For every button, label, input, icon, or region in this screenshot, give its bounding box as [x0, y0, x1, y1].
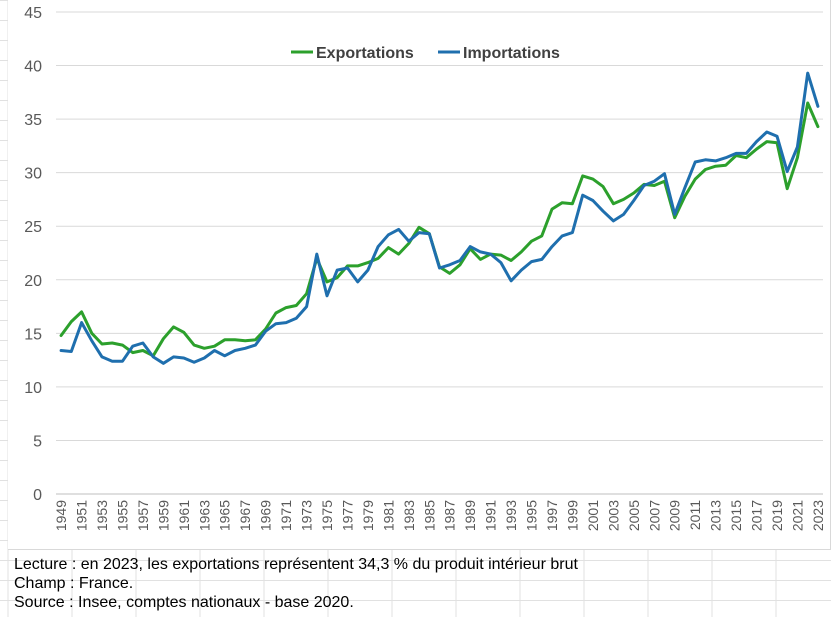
x-tick-label: 2015: [728, 500, 744, 531]
x-tick-label: 2001: [585, 500, 601, 531]
y-tick-label: 10: [24, 380, 42, 397]
y-axis-tick-labels: 0 5 10 15 20 25 30 35 40 45: [24, 5, 42, 504]
x-tick-label: 1983: [401, 500, 417, 531]
note-champ: Champ : France.: [14, 575, 134, 592]
x-tick-label: 1991: [483, 500, 499, 531]
x-tick-label: 1987: [442, 500, 458, 531]
x-tick-label: 1963: [196, 500, 212, 531]
x-axis-tick-labels: 1949 1951 1953 1955 1957 1959 1961 1963 1965 1967…: [53, 500, 826, 531]
x-tick-label: 1975: [319, 500, 335, 531]
y-tick-label: 5: [33, 433, 42, 450]
note-lecture: Lecture : en 2023, les exportations repr…: [14, 556, 578, 573]
x-tick-label: 1993: [503, 500, 519, 531]
y-tick-label: 15: [24, 326, 42, 343]
x-tick-label: 1965: [217, 500, 233, 531]
legend-label-importations: Importations: [463, 45, 560, 62]
chart-area[interactable]: 0 5 10 15 20 25 30 35 40 45 1949 1951 1953 1955 1957 1…: [8, 0, 831, 550]
x-tick-label: 1985: [421, 500, 437, 531]
series-line-importations: [59, 71, 820, 365]
x-tick-label: 1951: [74, 500, 90, 531]
legend-label-exportations: Exportations: [316, 45, 414, 62]
note-source: Source : Insee, comptes nationaux - base…: [14, 594, 354, 611]
x-tick-label: 1959: [155, 500, 171, 531]
x-tick-label: 1973: [299, 500, 315, 531]
x-tick-label: 1961: [176, 500, 192, 531]
x-tick-label: 1971: [278, 500, 294, 531]
series-line-exportations: [59, 101, 820, 358]
chart-series: [59, 71, 820, 365]
x-tick-label: 2007: [646, 500, 662, 531]
x-tick-label: 2013: [708, 500, 724, 531]
y-tick-label: 25: [24, 219, 42, 236]
x-tick-label: 1989: [462, 500, 478, 531]
x-tick-label: 1955: [114, 500, 130, 531]
y-tick-label: 20: [24, 273, 42, 290]
x-tick-label: 1995: [524, 500, 540, 531]
x-tick-label: 1977: [339, 500, 355, 531]
x-tick-label: 2019: [769, 500, 785, 531]
y-tick-label: 35: [24, 112, 42, 129]
x-tick-label: 1979: [360, 500, 376, 531]
x-tick-label: 1981: [380, 500, 396, 531]
x-tick-label: 2005: [626, 500, 642, 531]
chart-legend: Exportations Importations: [291, 45, 560, 62]
x-tick-label: 2009: [667, 500, 683, 531]
x-tick-label: 2021: [789, 500, 805, 531]
x-tick-label: 2023: [810, 500, 826, 531]
x-tick-label: 1997: [544, 500, 560, 531]
x-tick-label: 1953: [94, 500, 110, 531]
y-tick-label: 40: [24, 59, 42, 76]
x-tick-label: 1969: [258, 500, 274, 531]
x-tick-label: 1957: [135, 500, 151, 531]
x-tick-label: 2017: [749, 500, 765, 531]
x-tick-label: 2003: [605, 500, 621, 531]
y-tick-label: 0: [33, 487, 42, 504]
chart-notes: Lecture : en 2023, les exportations repr…: [14, 555, 814, 612]
x-tick-label: 1949: [53, 500, 69, 531]
chart-gridlines: [56, 11, 823, 495]
x-tick-label: 2011: [687, 500, 703, 530]
y-tick-label: 30: [24, 166, 42, 183]
y-tick-label: 45: [24, 5, 42, 22]
x-tick-label: 1967: [237, 500, 253, 531]
x-tick-label: 1999: [564, 500, 580, 531]
